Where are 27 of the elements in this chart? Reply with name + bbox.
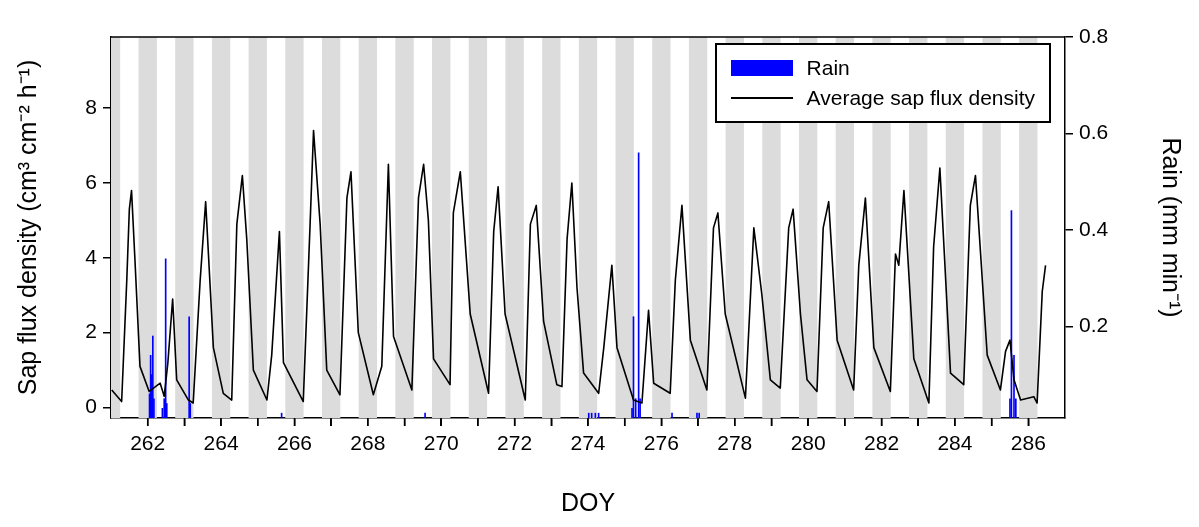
x-tick-label: 270 (423, 431, 459, 455)
y2-tick-label: 0.8 (1079, 23, 1109, 47)
x-tick-label: 264 (203, 431, 239, 455)
y-tick-label: 8 (85, 94, 97, 118)
x-tick-label: 268 (350, 431, 386, 455)
x-tick-label: 274 (570, 431, 606, 455)
legend-label: Average sap flux density (806, 85, 1035, 111)
x-tick-label: 276 (643, 431, 679, 455)
y2-tick-label: 0.6 (1079, 120, 1109, 144)
x-axis-title: DOY (560, 487, 616, 516)
x-tick-label: 284 (937, 431, 973, 455)
x-tick-label: 282 (864, 431, 900, 455)
x-tick-label: 272 (497, 431, 533, 455)
y-tick-label: 0 (85, 394, 97, 418)
x-tick-label: 280 (790, 431, 826, 455)
x-tick-label: 266 (276, 431, 312, 455)
y-tick-label: 6 (85, 169, 97, 193)
x-tick-label: 286 (1010, 431, 1046, 455)
y-axis-title: Sap flux density (cm³ cm⁻² h⁻¹) (12, 59, 41, 396)
x-tick-label: 262 (130, 431, 166, 455)
y2-tick-label: 0.4 (1079, 216, 1109, 240)
y2-axis-title: Rain (mm min⁻¹) (1158, 137, 1187, 318)
y-tick-label: 4 (85, 244, 98, 268)
x-tick-label: 278 (717, 431, 753, 455)
y2-tick-label: 0.2 (1079, 313, 1109, 337)
y-tick-label: 2 (85, 319, 97, 343)
legend-label: Rain (806, 55, 850, 81)
